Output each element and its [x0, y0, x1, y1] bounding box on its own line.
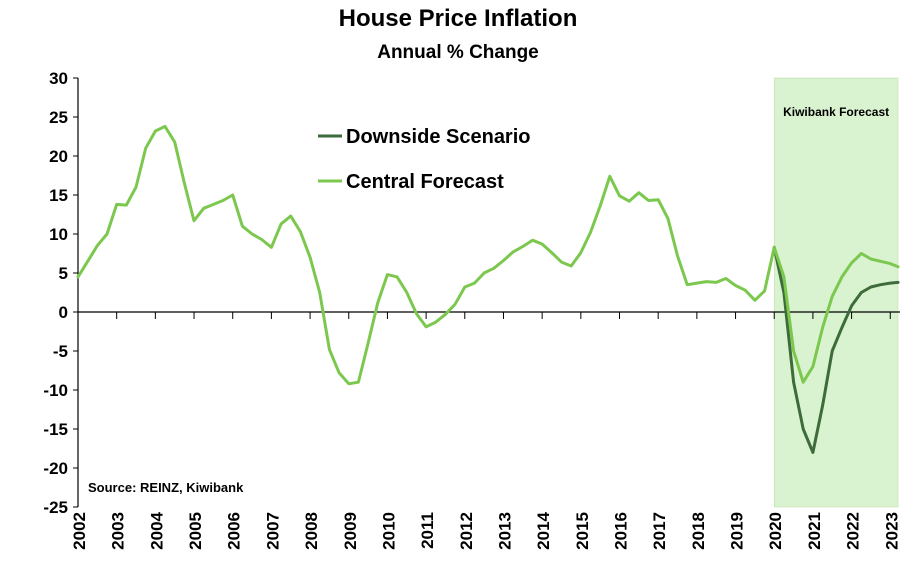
x-tick-label: 2017: [650, 512, 669, 550]
x-tick-label: 2012: [457, 512, 476, 550]
x-tick-label: 2021: [805, 512, 824, 550]
y-tick-label: 5: [59, 264, 68, 283]
chart-title: House Price Inflation: [339, 5, 578, 32]
y-tick-label: 0: [59, 303, 68, 322]
y-tick-label: -10: [43, 381, 68, 400]
x-tick-label: 2022: [844, 512, 863, 550]
x-tick-label: 2011: [418, 512, 437, 549]
x-tick-label: 2009: [341, 512, 360, 550]
chart-subtitle: Annual % Change: [377, 42, 539, 63]
x-tick-label: 2006: [225, 512, 244, 550]
x-tick-label: 2002: [70, 512, 89, 550]
y-tick-label: -20: [43, 459, 68, 478]
x-tick-label: 2003: [109, 512, 128, 550]
legend-label: Central Forecast: [346, 171, 504, 193]
y-tick-label: -25: [43, 498, 68, 517]
y-tick-label: 15: [49, 186, 68, 205]
y-tick-label: 20: [49, 147, 68, 166]
x-tick-label: 2016: [612, 512, 631, 550]
y-tick-label: 30: [49, 69, 68, 88]
forecast-region: [773, 77, 899, 508]
y-tick-label: 10: [49, 225, 68, 244]
x-tick-label: 2013: [495, 512, 514, 550]
x-tick-label: 2023: [882, 512, 901, 550]
series-line-central-forecast: [76, 124, 900, 386]
y-tick-label: 25: [49, 108, 68, 127]
forecast-region-label: Kiwibank Forecast: [783, 105, 889, 119]
x-tick-label: 2020: [766, 512, 785, 550]
series-line-downside-scenario: [772, 245, 900, 454]
x-tick-label: 2004: [147, 511, 166, 549]
y-tick-label: -15: [43, 420, 68, 439]
x-tick-label: 2014: [534, 511, 553, 549]
x-tick-label: 2005: [186, 512, 205, 550]
x-tick-label: 2007: [263, 512, 282, 550]
x-tick-label: 2008: [302, 512, 321, 550]
y-tick-label: -5: [53, 342, 68, 361]
legend-label: Downside Scenario: [346, 126, 531, 148]
x-tick-label: 2015: [573, 512, 592, 550]
x-tick-label: 2019: [728, 512, 747, 550]
x-tick-label: 2010: [379, 512, 398, 550]
x-tick-label: 2018: [689, 512, 708, 550]
source-note: Source: REINZ, Kiwibank: [88, 480, 244, 495]
